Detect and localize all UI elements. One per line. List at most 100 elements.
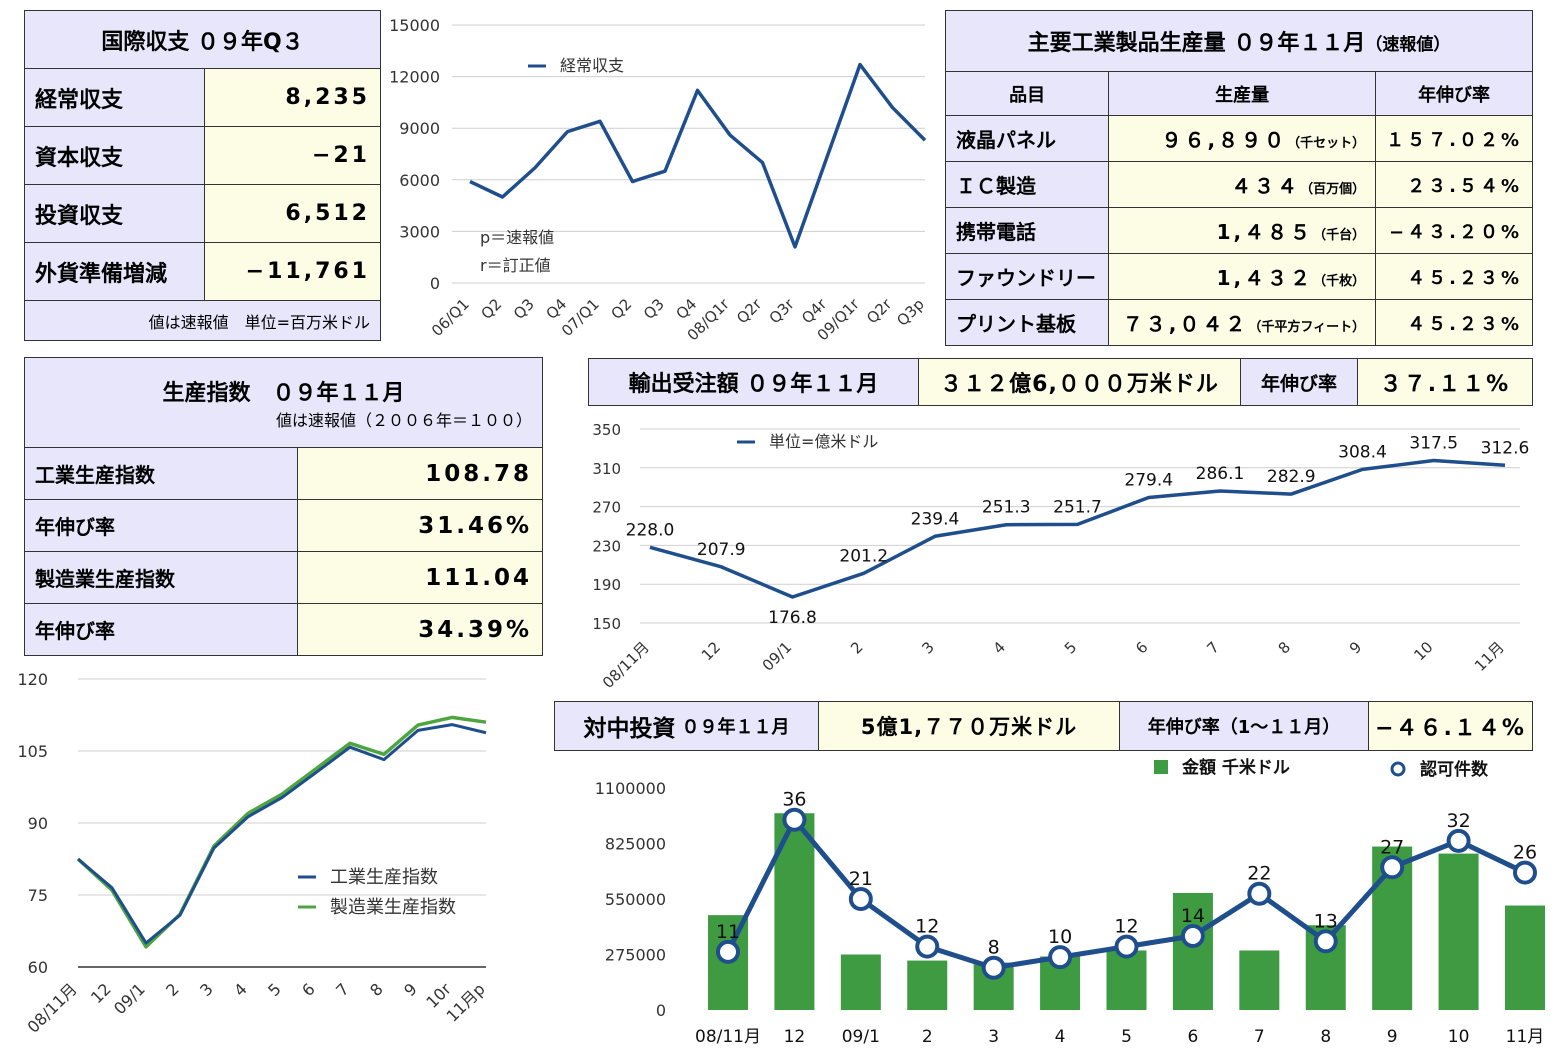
x-tick-label: 11月p: [442, 979, 488, 1025]
production-item: プリント基板: [944, 299, 1110, 346]
x-tick-label: 3: [918, 638, 937, 657]
x-tick-label: 6: [298, 979, 319, 1000]
permit-count-marker: [1114, 934, 1139, 959]
industrial-index-line: [77, 723, 487, 945]
export-orders-amount: ３１２億6,０００万米ドル: [918, 358, 1241, 406]
bar: [840, 954, 881, 1010]
x-tick-label: 2: [922, 1027, 933, 1047]
x-tick-label: 9: [400, 979, 421, 1000]
y-tick-label: 230: [592, 537, 621, 555]
x-tick-label: Q3p: [893, 295, 928, 330]
x-tick-label: 7: [1203, 638, 1222, 657]
production-volume-title-suffix: （速報値）: [1365, 35, 1451, 55]
data-label: 21: [849, 868, 873, 890]
permit-count-marker: [981, 955, 1006, 980]
y-tick-label: 0: [656, 1001, 666, 1020]
index-value: 111.04: [297, 551, 543, 604]
y-tick-label: 3000: [399, 222, 440, 241]
permit-count-marker: [1247, 881, 1272, 906]
data-label: 312.6: [1481, 438, 1530, 458]
y-tick-label: 12000: [389, 68, 440, 87]
data-label: 26: [1513, 842, 1537, 864]
production-unit: （千平方フィート）: [1248, 320, 1366, 335]
x-tick-label: Q2: [477, 295, 505, 323]
permit-count-marker: [1380, 855, 1405, 880]
data-label: 308.4: [1338, 442, 1387, 462]
permit-count-marker: [782, 807, 807, 832]
data-label: 12: [1114, 916, 1138, 938]
bar: [1172, 892, 1213, 1010]
x-tick-label: Q2: [607, 295, 635, 323]
production-item: ファウンドリー: [944, 253, 1110, 300]
production-value: ４３４（百万個）: [1108, 161, 1377, 208]
x-tick-label: 2: [162, 979, 183, 1000]
data-label: 22: [1247, 863, 1271, 885]
x-tick-label: Q2r: [863, 295, 896, 328]
data-label: 239.4: [911, 509, 960, 529]
col-header-growth: 年伸び率: [1375, 71, 1533, 116]
y-tick-label: 550000: [605, 890, 666, 909]
production-value: 1,４３２（千枚）: [1108, 253, 1377, 300]
y-tick-label: 9000: [399, 119, 440, 138]
data-label: 251.7: [1053, 497, 1102, 517]
x-tick-label: 09/1: [110, 979, 149, 1018]
legend-label: 工業生産指数: [330, 867, 438, 888]
bar: [1106, 950, 1147, 1010]
x-tick-label: 8: [1275, 638, 1294, 657]
y-tick-label: 270: [592, 499, 621, 517]
x-tick-label: 5: [1121, 1027, 1132, 1047]
china-investment-title-main: 対中投資: [583, 716, 676, 742]
china-investment-amount: 5億1,７７０万米ドル: [818, 701, 1120, 751]
y-tick-label: 120: [17, 670, 48, 689]
index-label: 製造業生産指数: [24, 551, 298, 604]
production-amount: ７３,０４２: [1122, 312, 1249, 336]
y-tick-label: 1100000: [595, 779, 666, 798]
production-index-header: 生産指数 ０９年１１月 値は速報値（２００６年＝１００）: [24, 357, 543, 448]
legend-label: 認可件数: [1420, 759, 1489, 780]
legend-label: 単位=億米ドル: [769, 432, 878, 451]
y-tick-label: 15000: [389, 16, 440, 35]
x-tick-label: Q2r: [733, 295, 766, 328]
data-label: 176.8: [768, 608, 817, 628]
permit-count-marker: [1513, 860, 1537, 885]
x-tick-label: 12: [698, 638, 724, 664]
bop-value: −21: [204, 126, 381, 185]
production-volume-title-text: 主要工業製品生産量 ０９年１１月: [1027, 31, 1366, 56]
permit-count-marker: [716, 939, 740, 964]
x-tick-label: 4: [1055, 1027, 1066, 1047]
data-label: 207.9: [697, 540, 746, 560]
data-label: 36: [782, 789, 806, 811]
x-tick-label: 07/Q1: [558, 295, 603, 340]
bop-label: 経常収支: [24, 68, 205, 127]
x-tick-label: 10: [1448, 1027, 1470, 1047]
data-label: 251.3: [982, 498, 1031, 518]
y-tick-label: 190: [592, 576, 621, 594]
permit-count-marker: [1313, 929, 1338, 954]
china-investment-growth-label: 年伸び率（1〜１１月）: [1119, 701, 1369, 751]
data-label: 27: [1380, 836, 1404, 858]
x-tick-label: 9: [1387, 1027, 1398, 1047]
production-amount: ４３４: [1231, 174, 1301, 198]
x-tick-label: 7: [1254, 1027, 1265, 1047]
production-item: ＩＣ製造: [944, 161, 1110, 208]
permit-count-marker: [1446, 828, 1471, 853]
production-growth: ４５.２３%: [1375, 253, 1533, 300]
bop-note: 値は速報値 単位=百万米ドル: [24, 300, 381, 341]
production-unit: （千枚）: [1313, 274, 1366, 289]
production-index-table: 生産指数 ０９年１１月 値は速報値（２００６年＝１００） 工業生産指数 108.…: [24, 357, 543, 656]
x-tick-label: 6: [1132, 638, 1151, 657]
production-item: 液晶パネル: [944, 115, 1110, 162]
annotation: r＝訂正値: [480, 256, 551, 275]
bop-title: 国際収支 ０９年Q３: [24, 10, 381, 69]
production-value: ９６,８９０（千セット）: [1108, 115, 1377, 162]
bop-label: 投資収支: [24, 184, 205, 243]
export-orders-line: [649, 458, 1506, 599]
manufacturing-index-line: [76, 715, 487, 949]
legend-swatch: [1390, 761, 1406, 777]
permit-count-marker: [848, 887, 873, 911]
x-tick-label: Q3r: [766, 295, 799, 328]
index-label: 工業生産指数: [24, 447, 298, 500]
legend-label: 金額 千米ドル: [1181, 757, 1290, 778]
x-tick-label: 4: [990, 638, 1009, 657]
